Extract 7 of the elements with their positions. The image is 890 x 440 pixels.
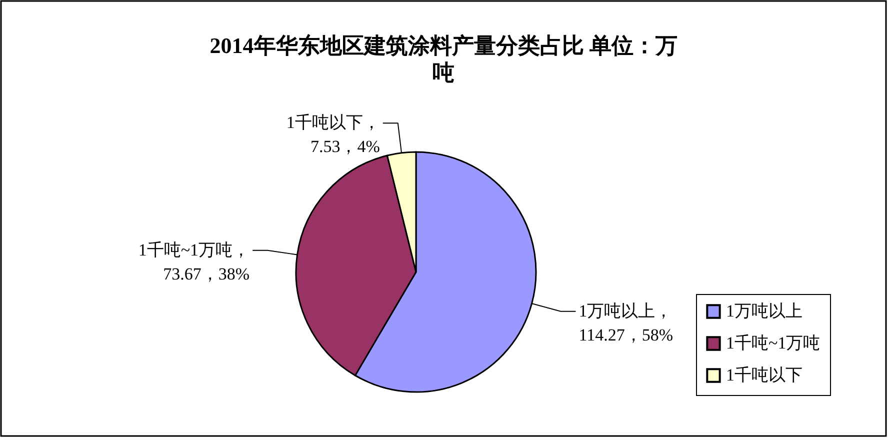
data-label: 1万吨以上，114.27，58% [578,301,674,344]
chart-title: 2014年华东地区建筑涂料产量分类占比 单位：万吨 [210,33,678,85]
data-label: 1千吨~1万吨，73.67，38% [138,240,250,284]
legend-label: 1万吨以上 [726,302,802,320]
legend-label: 1千吨以下 [726,366,802,384]
legend-label: 1千吨~1万吨 [726,334,820,352]
data-label: 1千吨以下，7.53，4% [286,113,380,156]
